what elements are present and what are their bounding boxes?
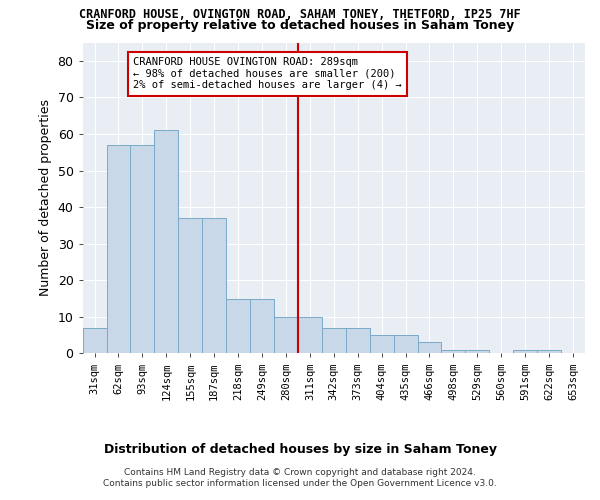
Bar: [418, 342, 442, 353]
Text: Contains HM Land Registry data © Crown copyright and database right 2024.
Contai: Contains HM Land Registry data © Crown c…: [103, 468, 497, 487]
Text: Size of property relative to detached houses in Saham Toney: Size of property relative to detached ho…: [86, 19, 514, 32]
Bar: [394, 335, 418, 353]
Y-axis label: Number of detached properties: Number of detached properties: [39, 100, 52, 296]
Bar: [298, 317, 322, 354]
Bar: [322, 328, 346, 353]
Text: CRANFORD HOUSE OVINGTON ROAD: 289sqm
← 98% of detached houses are smaller (200)
: CRANFORD HOUSE OVINGTON ROAD: 289sqm ← 9…: [133, 57, 401, 90]
Bar: [370, 335, 394, 353]
Bar: [513, 350, 537, 354]
Bar: [250, 298, 274, 354]
Text: CRANFORD HOUSE, OVINGTON ROAD, SAHAM TONEY, THETFORD, IP25 7HF: CRANFORD HOUSE, OVINGTON ROAD, SAHAM TON…: [79, 8, 521, 20]
Text: Distribution of detached houses by size in Saham Toney: Distribution of detached houses by size …: [104, 442, 497, 456]
Bar: [154, 130, 178, 354]
Bar: [107, 145, 130, 354]
Bar: [466, 350, 490, 354]
Bar: [83, 328, 107, 353]
Bar: [442, 350, 466, 354]
Bar: [178, 218, 202, 354]
Bar: [202, 218, 226, 354]
Bar: [130, 145, 154, 354]
Bar: [274, 317, 298, 354]
Bar: [346, 328, 370, 353]
Bar: [226, 298, 250, 354]
Bar: [537, 350, 561, 354]
